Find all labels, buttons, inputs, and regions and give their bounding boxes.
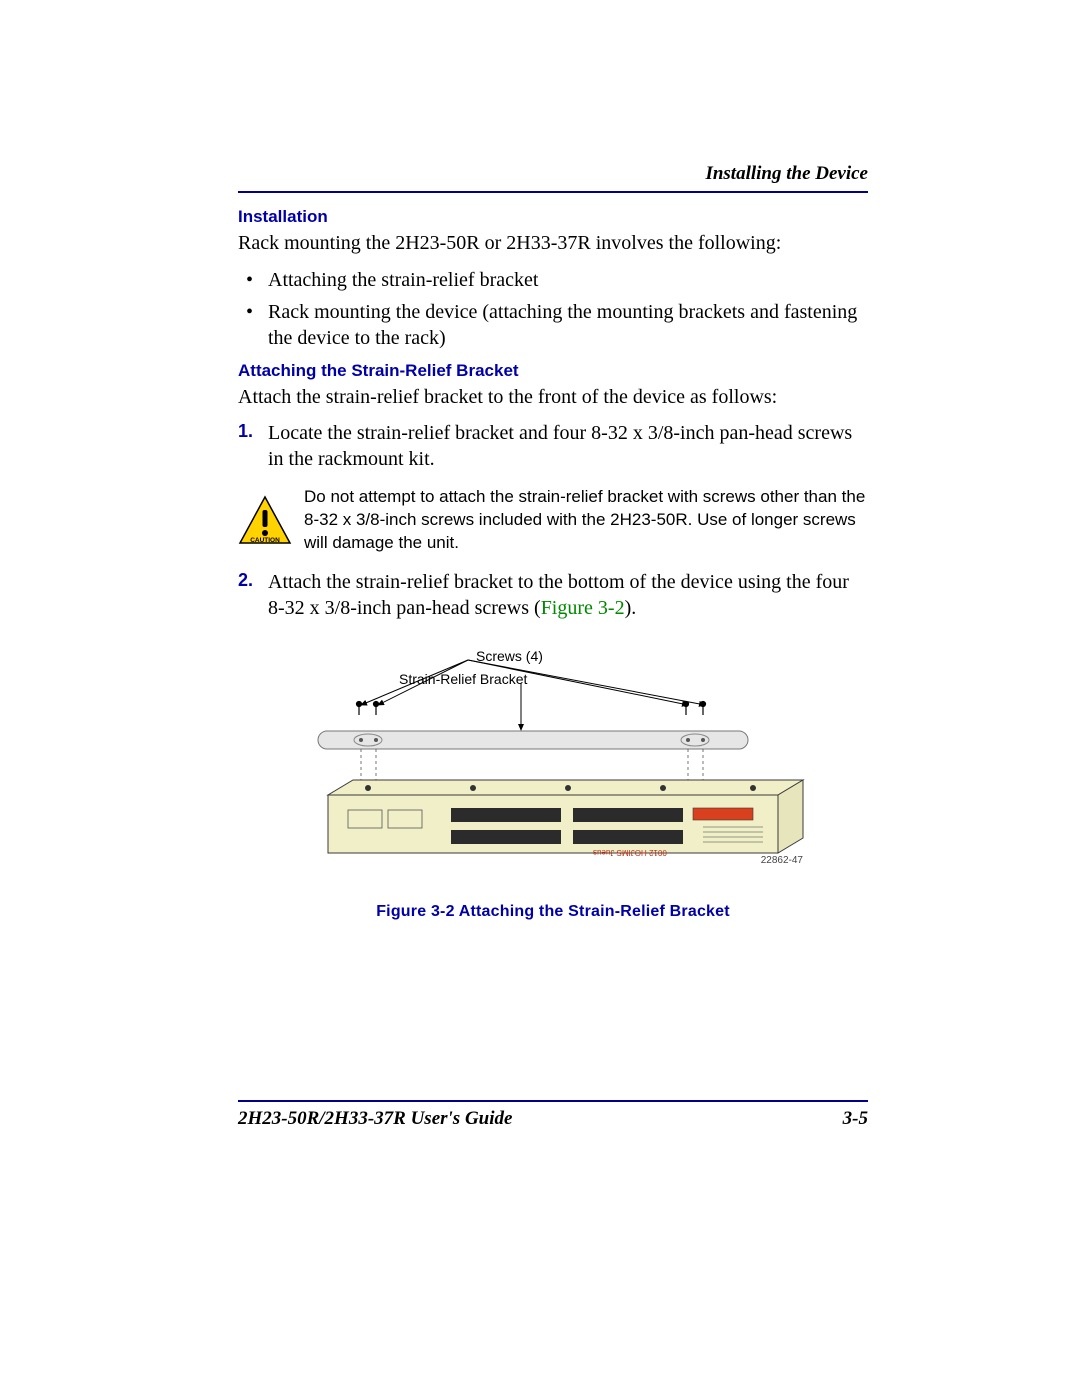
figure-reference: Figure 3-2 — [541, 597, 625, 619]
svg-text:0012 HOJIMS Jueus: 0012 HOJIMS Jueus — [593, 848, 667, 857]
footer-rule — [238, 1100, 868, 1102]
figure-diagram: 0012 HOJIMS Jueus 22862-47 Screws (4) St… — [273, 645, 833, 885]
figure-label-screws: Screws (4) — [476, 648, 543, 664]
section-bracket-title: Attaching the Strain-Relief Bracket — [238, 361, 868, 381]
figure-label-bracket: Strain-Relief Bracket — [399, 671, 527, 687]
footer-page-number: 3-5 — [843, 1108, 868, 1130]
caution-text: Do not attempt to attach the strain-reli… — [304, 486, 868, 555]
step-item: Locate the strain-relief bracket and fou… — [238, 420, 868, 472]
drawing-number: 22862-47 — [761, 855, 804, 866]
caution-label-text: CAUTION — [250, 537, 280, 544]
section-installation-title: Installation — [238, 207, 868, 227]
section-installation-intro: Rack mounting the 2H23-50R or 2H33-37R i… — [238, 231, 868, 257]
page-content: Installing the Device Installation Rack … — [238, 163, 868, 921]
installation-bullets: Attaching the strain-relief bracket Rack… — [238, 267, 868, 351]
footer-guide-title: 2H23-50R/2H33-37R User's Guide — [238, 1108, 512, 1130]
running-header: Installing the Device — [238, 163, 868, 191]
bullet-item: Rack mounting the device (attaching the … — [238, 299, 868, 351]
figure-caption: Figure 3-2 Attaching the Strain-Relief B… — [238, 903, 868, 921]
step-list-a: Locate the strain-relief bracket and fou… — [238, 420, 868, 472]
caution-block: CAUTION Do not attempt to attach the str… — [238, 486, 868, 555]
page-footer: 2H23-50R/2H33-37R User's Guide 3-5 — [238, 1100, 868, 1130]
step-item: Attach the strain-relief bracket to the … — [238, 569, 868, 621]
step2-post: ). — [625, 597, 637, 619]
figure-block: 0012 HOJIMS Jueus 22862-47 Screws (4) St… — [238, 645, 868, 921]
header-rule — [238, 191, 868, 193]
section-bracket-intro: Attach the strain-relief bracket to the … — [238, 385, 868, 411]
step-list-b: Attach the strain-relief bracket to the … — [238, 569, 868, 621]
bullet-item: Attaching the strain-relief bracket — [238, 267, 868, 293]
caution-icon: CAUTION — [238, 495, 292, 547]
